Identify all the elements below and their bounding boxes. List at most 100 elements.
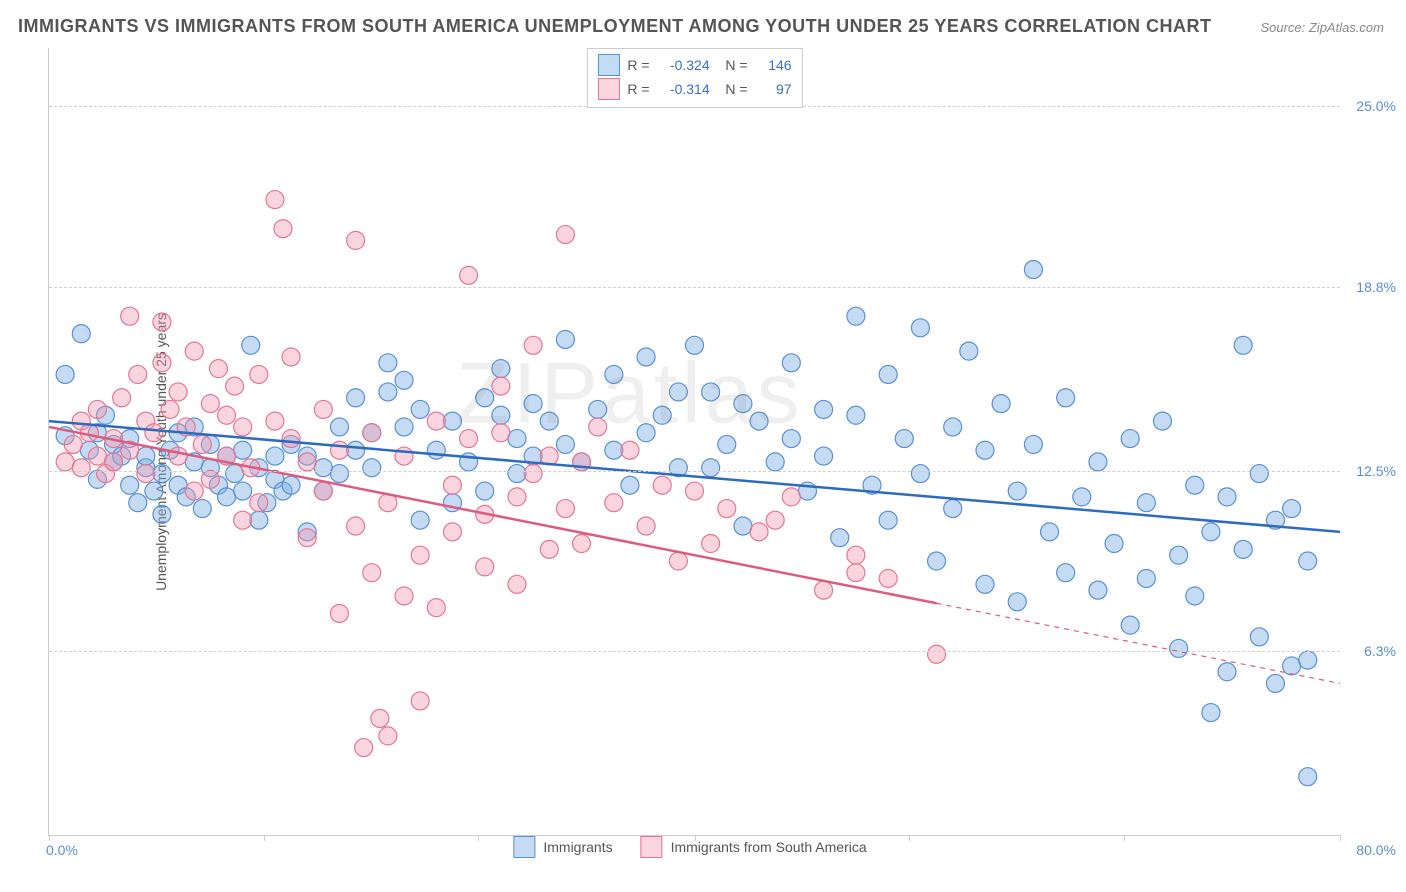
x-axis-max-label: 80.0% [1356, 842, 1396, 858]
scatter-point [1202, 523, 1220, 541]
swatch-series-1 [597, 78, 619, 100]
scatter-point [427, 599, 445, 617]
scatter-point [815, 581, 833, 599]
scatter-point [185, 342, 203, 360]
y-tick-label: 25.0% [1356, 98, 1396, 114]
scatter-point [1057, 564, 1075, 582]
scatter-point [1299, 768, 1317, 786]
scatter-point [911, 319, 929, 337]
series-legend: Immigrants Immigrants from South America [513, 836, 866, 858]
scatter-point [113, 389, 131, 407]
scatter-point [524, 465, 542, 483]
scatter-point [1186, 476, 1204, 494]
scatter-point [330, 441, 348, 459]
legend-label-0: Immigrants [543, 839, 612, 855]
scatter-point [1170, 639, 1188, 657]
scatter-point [621, 476, 639, 494]
gridline [49, 287, 1340, 288]
scatter-point [460, 430, 478, 448]
scatter-point [266, 412, 284, 430]
scatter-point [524, 336, 542, 354]
scatter-point [895, 430, 913, 448]
scatter-point [218, 488, 236, 506]
scatter-point [347, 231, 365, 249]
x-tick [1124, 835, 1125, 841]
scatter-point [492, 360, 510, 378]
scatter-point [540, 412, 558, 430]
scatter-point [508, 488, 526, 506]
scatter-point [355, 739, 373, 757]
scatter-point [145, 482, 163, 500]
scatter-point [201, 395, 219, 413]
scatter-point [686, 336, 704, 354]
scatter-point [1121, 430, 1139, 448]
correlation-legend: R = -0.324 N = 146 R = -0.314 N = 97 [586, 48, 802, 108]
scatter-point [782, 488, 800, 506]
scatter-point [911, 465, 929, 483]
scatter-point [573, 535, 591, 553]
scatter-point [1153, 412, 1171, 430]
scatter-point [718, 500, 736, 518]
scatter-point [330, 604, 348, 622]
scatter-point [815, 400, 833, 418]
scatter-point [209, 360, 227, 378]
chart-title: IMMIGRANTS VS IMMIGRANTS FROM SOUTH AMER… [18, 16, 1212, 37]
scatter-point [411, 692, 429, 710]
scatter-point [831, 529, 849, 547]
scatter-point [137, 447, 155, 465]
legend-label-1: Immigrants from South America [671, 839, 867, 855]
scatter-point [508, 575, 526, 593]
scatter-point [702, 535, 720, 553]
scatter-point [56, 365, 74, 383]
scatter-point [492, 406, 510, 424]
scatter-point [734, 517, 752, 535]
scatter-point [363, 564, 381, 582]
scatter-point [1234, 336, 1252, 354]
scatter-point [782, 430, 800, 448]
scatter-point [121, 307, 139, 325]
r-value-0: -0.324 [658, 53, 710, 77]
scatter-point [1202, 704, 1220, 722]
x-tick [478, 835, 479, 841]
scatter-point [145, 424, 163, 442]
scatter-point [395, 418, 413, 436]
scatter-point [1121, 616, 1139, 634]
scatter-point [1105, 535, 1123, 553]
scatter-point [928, 552, 946, 570]
scatter-point [250, 494, 268, 512]
scatter-point [508, 465, 526, 483]
scatter-point [443, 523, 461, 541]
scatter-point [1234, 540, 1252, 558]
scatter-point [653, 476, 671, 494]
scatter-point [234, 441, 252, 459]
n-value-0: 146 [756, 53, 792, 77]
scatter-point [121, 476, 139, 494]
scatter-point [1266, 674, 1284, 692]
scatter-point [330, 465, 348, 483]
scatter-point [637, 348, 655, 366]
scatter-point [201, 470, 219, 488]
scatter-point [226, 465, 244, 483]
scatter-point [847, 307, 865, 325]
source-label: Source: [1260, 20, 1308, 35]
scatter-point [1283, 657, 1301, 675]
scatter-point [266, 191, 284, 209]
swatch-series-1 [641, 836, 663, 858]
scatter-point [443, 412, 461, 430]
plot-area: ZIPatlas R = -0.324 N = 146 R = -0.314 N… [48, 48, 1340, 836]
scatter-point [56, 453, 74, 471]
scatter-point [669, 383, 687, 401]
scatter-point [847, 546, 865, 564]
scatter-point [944, 418, 962, 436]
scatter-point [686, 482, 704, 500]
scatter-point [427, 441, 445, 459]
scatter-point [589, 400, 607, 418]
scatter-point [347, 517, 365, 535]
r-label: R = [627, 53, 649, 77]
scatter-point [702, 459, 720, 477]
swatch-series-0 [513, 836, 535, 858]
scatter-point [379, 383, 397, 401]
scatter-point [347, 389, 365, 407]
scatter-point [847, 406, 865, 424]
source-link[interactable]: ZipAtlas.com [1309, 20, 1384, 35]
